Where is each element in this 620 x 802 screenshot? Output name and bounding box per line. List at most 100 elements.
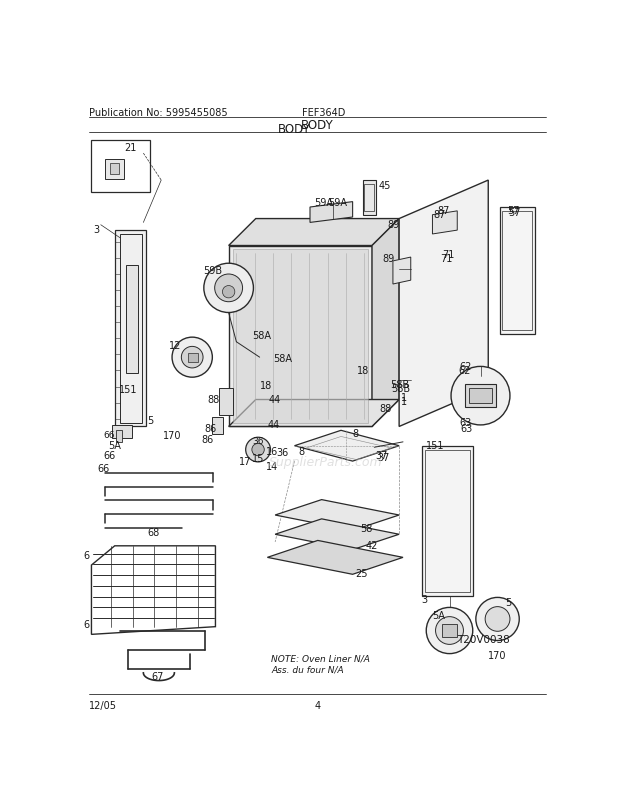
Text: 57: 57 xyxy=(508,206,520,217)
Text: 66: 66 xyxy=(97,464,109,474)
Circle shape xyxy=(435,617,463,645)
Polygon shape xyxy=(500,208,534,334)
Circle shape xyxy=(485,607,510,631)
Text: 62: 62 xyxy=(459,362,472,371)
Text: 58B: 58B xyxy=(390,379,409,389)
Polygon shape xyxy=(294,431,399,461)
Text: 67: 67 xyxy=(151,671,164,682)
Text: 59B: 59B xyxy=(203,265,222,275)
Text: 66: 66 xyxy=(103,431,115,439)
Text: 57: 57 xyxy=(508,208,521,217)
Text: NOTE: Oven Liner N/A
Ass. du four N/A: NOTE: Oven Liner N/A Ass. du four N/A xyxy=(272,654,370,673)
Polygon shape xyxy=(372,219,399,427)
Text: 59A: 59A xyxy=(314,198,333,208)
Circle shape xyxy=(427,608,472,654)
Bar xyxy=(410,235,425,252)
Text: 66: 66 xyxy=(103,450,115,460)
Text: 36: 36 xyxy=(252,436,264,445)
Text: 36: 36 xyxy=(276,448,288,458)
Text: 87: 87 xyxy=(438,206,450,217)
Text: 58B: 58B xyxy=(391,383,410,393)
Text: SupplierParts.com: SupplierParts.com xyxy=(268,455,383,468)
Text: 58A: 58A xyxy=(273,354,293,364)
Text: 44: 44 xyxy=(268,395,280,405)
Text: 8: 8 xyxy=(298,446,304,456)
Polygon shape xyxy=(469,388,492,404)
Polygon shape xyxy=(275,519,399,550)
Text: 6: 6 xyxy=(84,619,90,630)
Bar xyxy=(433,322,446,339)
Text: 87: 87 xyxy=(433,210,446,220)
Text: 3: 3 xyxy=(93,225,99,235)
Text: 63: 63 xyxy=(459,418,472,427)
Text: 5A: 5A xyxy=(108,441,122,451)
Bar xyxy=(92,141,149,193)
Text: BODY: BODY xyxy=(278,123,311,136)
Text: 15: 15 xyxy=(252,454,264,464)
Polygon shape xyxy=(105,160,124,180)
Circle shape xyxy=(172,338,212,378)
Text: BODY: BODY xyxy=(301,119,334,132)
Bar xyxy=(433,351,446,368)
Text: 14: 14 xyxy=(266,461,278,472)
Text: 59A: 59A xyxy=(328,198,347,208)
Bar xyxy=(410,293,425,310)
Bar xyxy=(433,293,446,310)
Circle shape xyxy=(181,347,203,368)
Text: FEF364D: FEF364D xyxy=(303,107,345,118)
Text: 58: 58 xyxy=(360,523,373,533)
Polygon shape xyxy=(229,246,372,427)
Text: Publication No: 5995455085: Publication No: 5995455085 xyxy=(89,107,228,118)
Text: 88: 88 xyxy=(379,404,392,414)
Text: 68: 68 xyxy=(148,527,159,537)
Text: 1: 1 xyxy=(402,396,407,406)
Polygon shape xyxy=(115,231,146,427)
Text: 170: 170 xyxy=(489,650,507,660)
Text: 86: 86 xyxy=(202,435,214,444)
Polygon shape xyxy=(433,212,458,235)
Polygon shape xyxy=(117,431,123,443)
Polygon shape xyxy=(232,250,368,423)
Bar xyxy=(433,264,446,281)
Text: 89: 89 xyxy=(388,219,400,229)
Bar xyxy=(454,322,468,339)
Text: 5: 5 xyxy=(505,597,511,608)
Circle shape xyxy=(246,438,270,462)
Text: 5A: 5A xyxy=(433,610,445,620)
Polygon shape xyxy=(465,385,496,407)
Text: 151: 151 xyxy=(118,385,137,395)
Text: 8: 8 xyxy=(353,428,359,439)
Text: 88: 88 xyxy=(208,395,220,405)
Text: 58A: 58A xyxy=(252,330,271,341)
Text: 17: 17 xyxy=(239,456,251,466)
Text: 44: 44 xyxy=(267,419,280,429)
Polygon shape xyxy=(399,180,489,427)
Polygon shape xyxy=(275,500,399,531)
Text: 37: 37 xyxy=(375,450,388,460)
Text: 170: 170 xyxy=(162,431,181,441)
Text: 18: 18 xyxy=(260,381,272,391)
Bar xyxy=(454,351,468,368)
Text: 89: 89 xyxy=(382,254,394,264)
Polygon shape xyxy=(188,353,198,363)
Text: 16: 16 xyxy=(266,446,278,456)
Text: 1: 1 xyxy=(402,392,407,403)
Polygon shape xyxy=(219,388,232,415)
Polygon shape xyxy=(125,265,138,373)
Text: 45: 45 xyxy=(378,180,391,191)
Circle shape xyxy=(476,597,520,641)
Text: 12/05: 12/05 xyxy=(89,700,117,710)
Polygon shape xyxy=(441,624,458,638)
Polygon shape xyxy=(393,257,410,285)
Polygon shape xyxy=(112,425,131,439)
Text: 71: 71 xyxy=(440,254,453,264)
Polygon shape xyxy=(267,541,403,574)
Text: 86: 86 xyxy=(205,423,217,433)
Text: 71: 71 xyxy=(441,250,454,260)
Bar xyxy=(410,351,425,368)
Bar xyxy=(454,293,468,310)
Bar xyxy=(433,235,446,252)
Polygon shape xyxy=(211,418,223,435)
Text: 3: 3 xyxy=(421,594,427,605)
Circle shape xyxy=(223,286,235,298)
